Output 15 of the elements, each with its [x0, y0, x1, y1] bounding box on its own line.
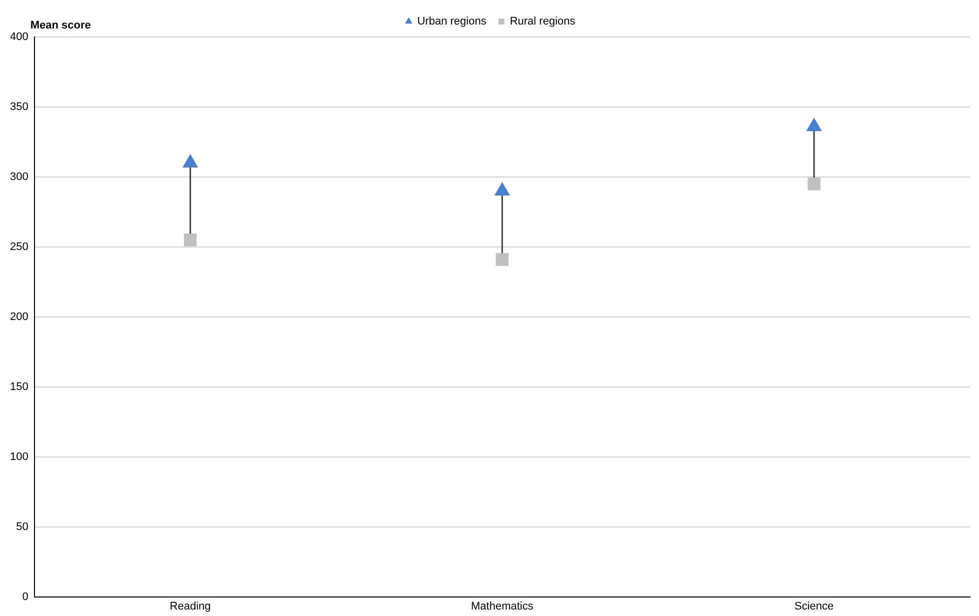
y-tick-label: 200 [10, 310, 28, 323]
x-tick-label: Reading [170, 600, 211, 612]
y-tick-label: 350 [10, 101, 28, 114]
y-axis-title: Mean score [30, 20, 91, 32]
y-tick-label: 400 [10, 31, 28, 44]
y-tick-label: 150 [10, 380, 28, 393]
x-tick-label: Mathematics [470, 600, 534, 612]
y-tick-label: 100 [10, 450, 28, 463]
y-tick-label: 300 [10, 170, 28, 183]
x-tick-label: Science [794, 600, 834, 612]
legend-label: Rural regions [510, 16, 576, 28]
y-tick-label: 0 [22, 590, 28, 603]
y-tick-label: 250 [10, 240, 28, 253]
y-tick-label: 50 [16, 520, 28, 533]
legend-label: Urban regions [417, 16, 487, 28]
